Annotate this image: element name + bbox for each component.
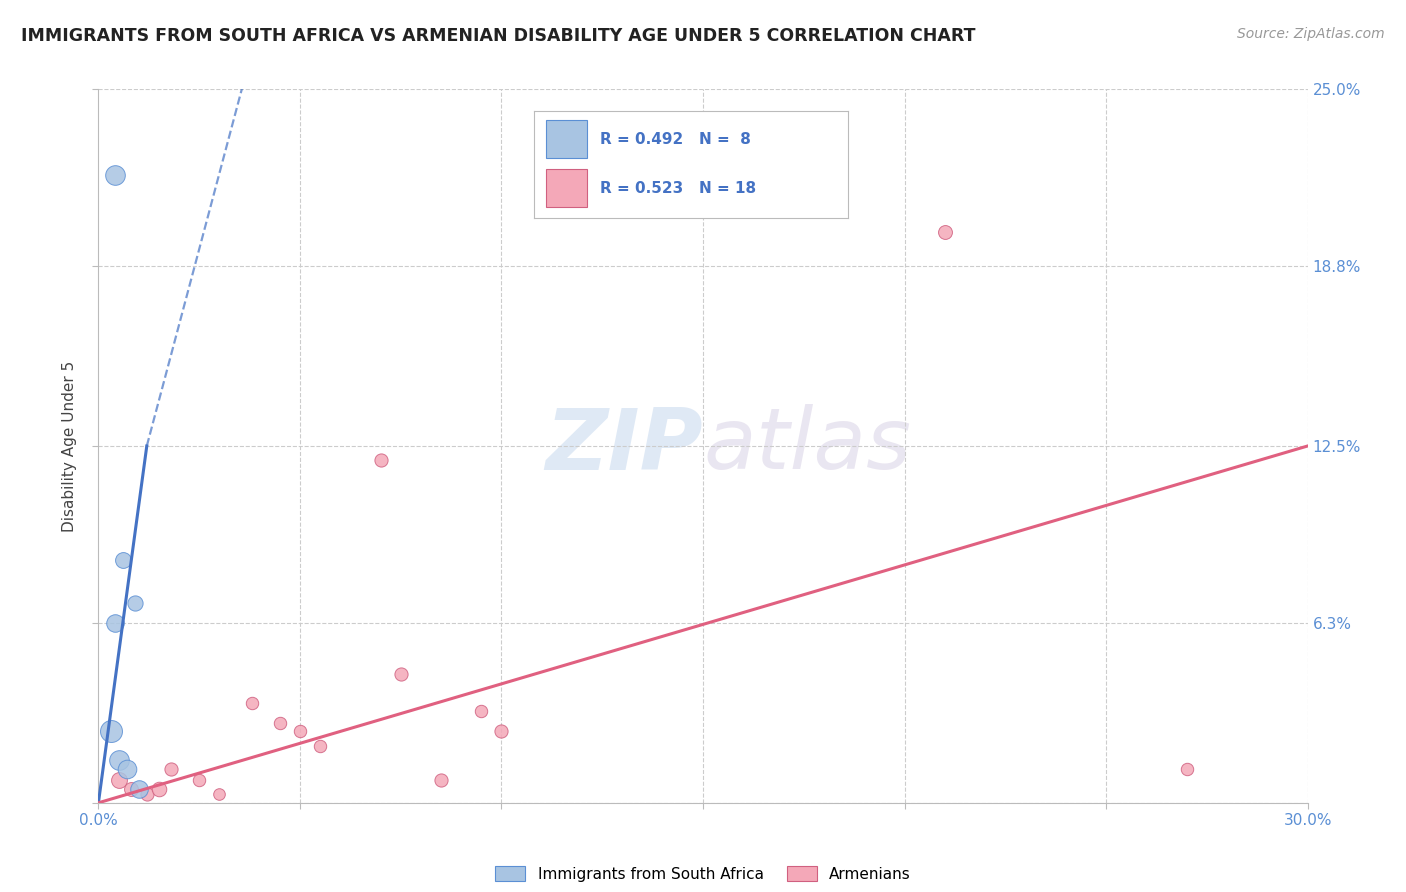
Point [111, 553, 134, 567]
Point [128, 781, 150, 796]
Point [491, 724, 513, 739]
Point [124, 596, 146, 610]
Point [370, 453, 392, 467]
Point [934, 225, 956, 239]
Point [240, 696, 263, 710]
Point [470, 705, 492, 719]
Point [188, 772, 211, 787]
Legend: Immigrants from South Africa, Armenians: Immigrants from South Africa, Armenians [489, 860, 917, 888]
Text: atlas: atlas [703, 404, 911, 488]
Text: Source: ZipAtlas.com: Source: ZipAtlas.com [1237, 27, 1385, 41]
Point [135, 787, 157, 801]
Text: IMMIGRANTS FROM SOUTH AFRICA VS ARMENIAN DISABILITY AGE UNDER 5 CORRELATION CHAR: IMMIGRANTS FROM SOUTH AFRICA VS ARMENIAN… [21, 27, 976, 45]
Point [1175, 762, 1198, 776]
Point [288, 724, 311, 739]
Point [103, 615, 125, 630]
Point [430, 772, 453, 787]
Point [107, 772, 129, 787]
Point [100, 724, 122, 739]
Point [115, 762, 138, 776]
Point [269, 715, 291, 730]
Point [160, 762, 183, 776]
Point [103, 168, 125, 182]
Point [309, 739, 332, 753]
Point [148, 781, 170, 796]
Point [389, 667, 412, 681]
Y-axis label: Disability Age Under 5: Disability Age Under 5 [62, 360, 77, 532]
Point [208, 787, 231, 801]
Point [107, 753, 129, 767]
Point [120, 781, 142, 796]
Text: ZIP: ZIP [546, 404, 703, 488]
